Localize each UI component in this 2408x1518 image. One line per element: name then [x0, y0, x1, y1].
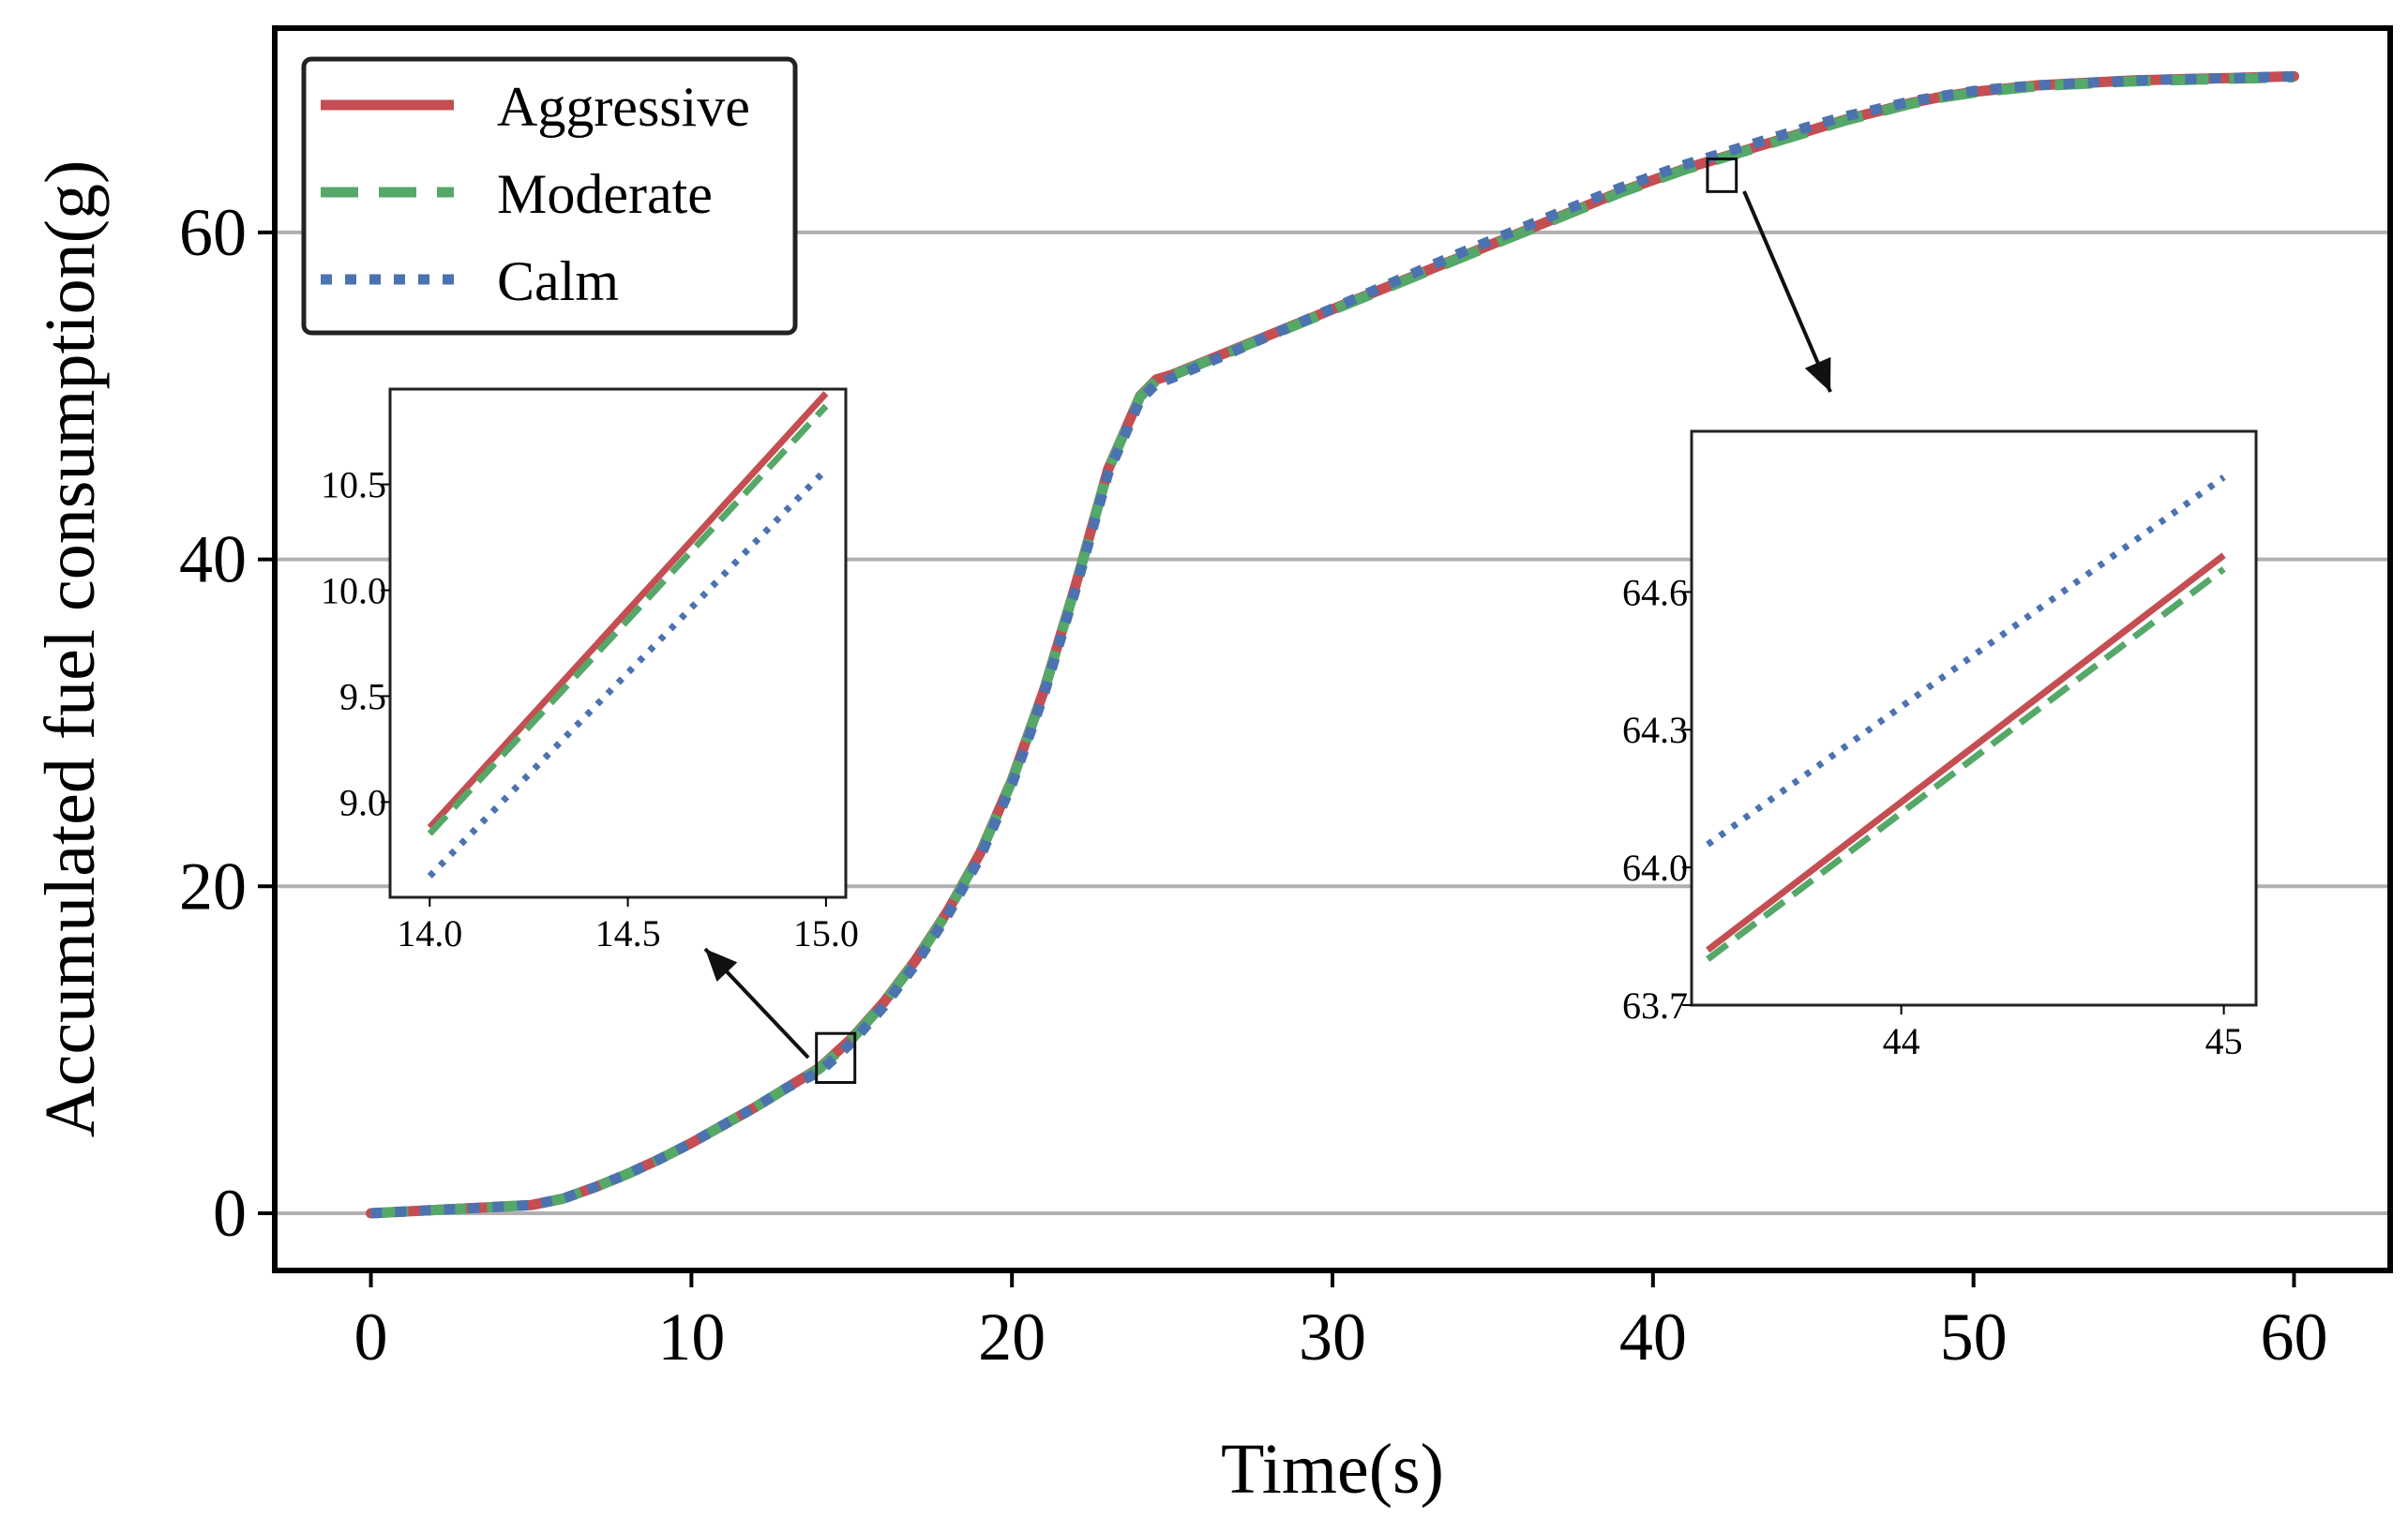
inset-left-line-moderate [427, 403, 829, 836]
legend-label-moderate: Moderate [497, 163, 713, 225]
x-axis-title: Time(s) [1221, 1430, 1444, 1509]
x-tick-label-20: 20 [978, 1300, 1046, 1375]
inset-left-zoom-box [815, 1031, 857, 1085]
inset-right-arrow-head [1804, 356, 1831, 392]
inset-left-y-tick-label-0: 9.0 [339, 781, 386, 823]
x-tick-label-30: 30 [1299, 1300, 1366, 1375]
inset-right-zoom-box [1706, 157, 1738, 193]
x-tick-label-10: 10 [657, 1300, 725, 1375]
inset-left-frame [388, 387, 848, 899]
x-axis-ticks: 0 10 20 30 40 50 60 [354, 1270, 2327, 1375]
y-axis-title: Accumulated fuel consumption(g) [31, 160, 110, 1138]
y-tick-label-20: 20 [179, 849, 247, 924]
inset-left-y-tick-label-1: 9.5 [339, 675, 386, 717]
inset-right-y-tick-label-3: 64.6 [1622, 571, 1688, 613]
legend-frame [301, 56, 798, 336]
y-tick-label-0: 0 [213, 1176, 247, 1251]
inset-left-x-tick-label-2: 15.0 [793, 912, 859, 954]
inset-right-y-tick-label-1: 64.0 [1622, 847, 1688, 889]
y-tick-label-60: 60 [179, 195, 247, 270]
legend-label-calm: Calm [497, 250, 619, 312]
inset-left: 14.0 14.5 15.0 9.0 9.5 10.0 10.5 [321, 387, 859, 954]
inset-left-arrow-head [705, 949, 738, 982]
inset-left-line-calm [427, 467, 829, 879]
inset-left-y-tick-label-2: 10.0 [321, 570, 386, 612]
series-lines [366, 70, 2299, 1219]
inset-right-frame [1690, 429, 2258, 1007]
inset-right-line-moderate [1706, 566, 2226, 962]
inset-right-x-tick-label-1: 45 [2205, 1020, 2243, 1062]
y-axis-ticks: 0 20 40 60 [179, 195, 275, 1251]
y-tick-label-40: 40 [179, 522, 247, 597]
inset-right: 44 45 63.7 64.0 64.3 64.6 [1622, 429, 2258, 1062]
zoom-boxes [703, 157, 1832, 1085]
series-line-calm [370, 70, 2295, 1219]
x-tick-label-0: 0 [354, 1300, 388, 1375]
inset-right-y-tick-label-0: 63.7 [1622, 984, 1688, 1027]
inset-right-x-tick-label-0: 44 [1883, 1020, 1920, 1062]
inset-right-line-calm [1706, 474, 2226, 848]
inset-plots: 14.0 14.5 15.0 9.0 9.5 10.0 10.5 44 45 63.7 64.0 64… [321, 387, 2258, 1062]
x-tick-label-40: 40 [1619, 1300, 1687, 1375]
inset-left-y-tick-label-3: 10.5 [321, 464, 386, 506]
inset-left-line-aggressive [427, 391, 829, 830]
inset-left-x-tick-label-1: 14.5 [595, 912, 661, 954]
legend: Aggressive Moderate Calm [301, 56, 798, 336]
inset-right-line-aggressive [1706, 552, 2226, 954]
inset-right-y-tick-label-2: 64.3 [1622, 709, 1688, 751]
x-tick-label-60: 60 [2260, 1300, 2327, 1375]
x-tick-label-50: 50 [1940, 1300, 2008, 1375]
inset-left-x-tick-label-0: 14.0 [397, 912, 462, 954]
legend-label-aggressive: Aggressive [497, 76, 750, 138]
inset-right-arrow-shaft [1742, 190, 1832, 393]
